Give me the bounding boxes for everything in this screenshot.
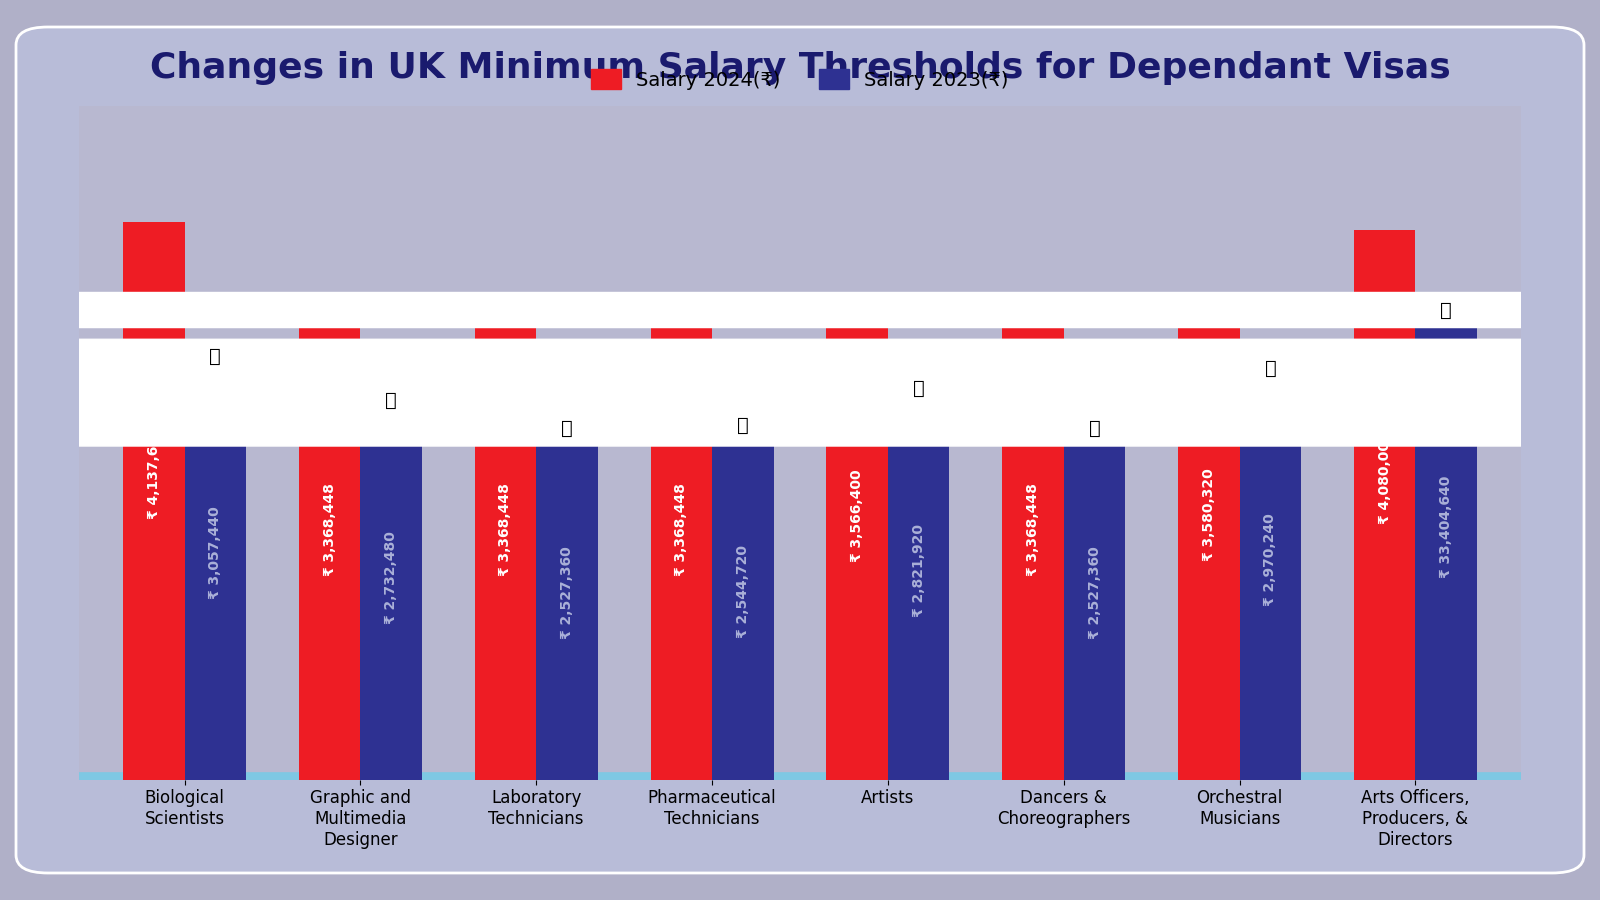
Text: 🎮: 🎮 (738, 417, 749, 436)
Circle shape (0, 409, 1600, 444)
Text: ₹ 33,404,640: ₹ 33,404,640 (1440, 476, 1453, 579)
Bar (1240, 379, 1301, 779)
Circle shape (0, 410, 1600, 446)
Bar (475, 326, 536, 779)
Circle shape (0, 410, 1600, 446)
Bar (888, 400, 949, 779)
Circle shape (0, 292, 1600, 328)
Bar (651, 326, 712, 779)
Text: ₹ 4,137,600: ₹ 4,137,600 (147, 427, 160, 519)
Title: Changes in UK Minimum Salary Thresholds for Dependant Visas: Changes in UK Minimum Salary Thresholds … (150, 51, 1450, 85)
Circle shape (0, 371, 1600, 406)
Text: 🎭: 🎭 (914, 379, 925, 398)
Text: ₹ 2,527,360: ₹ 2,527,360 (560, 546, 574, 639)
Text: ₹ 2,544,720: ₹ 2,544,720 (736, 544, 750, 637)
Text: 🔭: 🔭 (562, 418, 573, 437)
Text: 🎷: 🎷 (1264, 359, 1277, 378)
Text: ₹ 3,368,448: ₹ 3,368,448 (1026, 483, 1040, 576)
Bar (1416, 320, 1477, 779)
Bar (360, 411, 422, 779)
Text: 🔬: 🔬 (210, 347, 221, 366)
Circle shape (0, 351, 1600, 386)
Text: 🎨: 🎨 (386, 392, 397, 410)
Text: 💃: 💃 (1088, 418, 1101, 437)
Text: ₹ 3,057,440: ₹ 3,057,440 (208, 507, 222, 599)
Bar (184, 367, 246, 779)
Bar (123, 222, 184, 779)
Text: ₹ 4,080,000: ₹ 4,080,000 (1378, 431, 1392, 524)
Bar (826, 299, 888, 779)
Bar (712, 436, 774, 779)
Bar (1002, 326, 1064, 779)
Text: ₹ 2,821,920: ₹ 2,821,920 (912, 524, 926, 617)
Bar (1178, 297, 1240, 779)
Bar (536, 439, 598, 779)
Bar (1064, 439, 1125, 779)
Text: ₹ 3,368,448: ₹ 3,368,448 (499, 483, 512, 576)
Circle shape (0, 339, 1600, 374)
Text: ₹ 3,368,448: ₹ 3,368,448 (323, 483, 336, 576)
Circle shape (0, 383, 1600, 418)
Text: ₹ 2,732,480: ₹ 2,732,480 (384, 531, 398, 624)
Text: ₹ 2,527,360: ₹ 2,527,360 (1088, 546, 1101, 639)
Text: ₹ 3,368,448: ₹ 3,368,448 (674, 483, 688, 576)
Text: 👤: 👤 (1440, 301, 1453, 320)
Text: ₹ 3,566,400: ₹ 3,566,400 (850, 469, 864, 562)
Text: ₹ 2,970,240: ₹ 2,970,240 (1264, 513, 1277, 606)
Text: ₹ 3,580,320: ₹ 3,580,320 (1202, 468, 1216, 561)
Legend: Salary 2024(₹), Salary 2023(₹): Salary 2024(₹), Salary 2023(₹) (584, 61, 1016, 98)
Bar (299, 326, 360, 779)
Bar (1354, 230, 1416, 779)
